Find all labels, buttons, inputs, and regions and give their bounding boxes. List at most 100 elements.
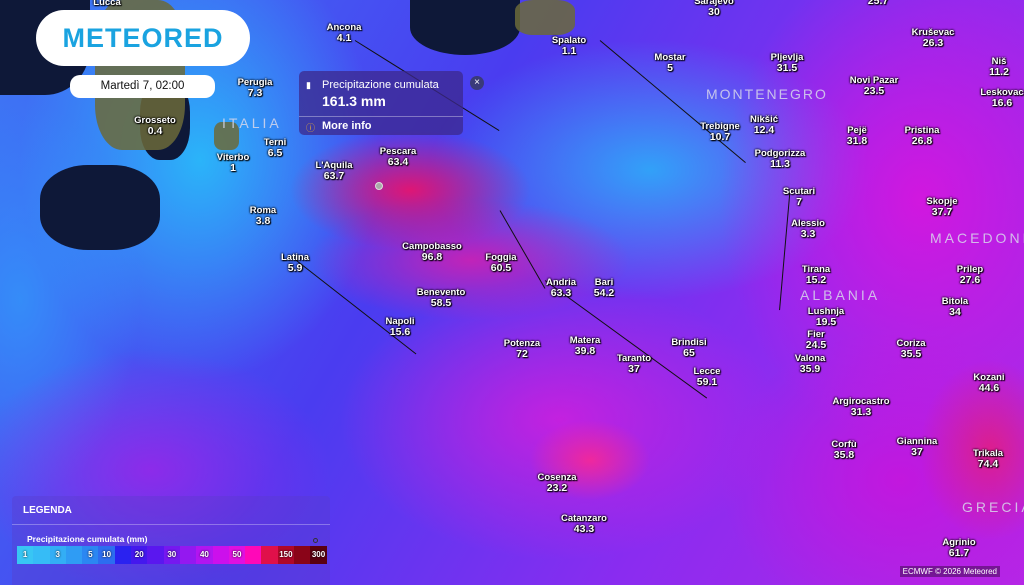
city-name: Sarajevo: [694, 0, 734, 7]
city-label[interactable]: L'Aquila 63.7: [315, 160, 352, 182]
city-value: 10.7: [709, 131, 731, 143]
city-value: 43.3: [573, 523, 595, 535]
city-value: 74.4: [977, 458, 999, 470]
city-label[interactable]: Leskovac 16.6: [980, 87, 1023, 109]
city-label[interactable]: Matera 39.8: [570, 335, 601, 357]
city-name: Brindisi: [671, 337, 707, 348]
city-label[interactable]: Coriza 35.5: [896, 338, 925, 360]
city-label[interactable]: Novi Pazar 23.5: [850, 75, 899, 97]
more-info-link[interactable]: More info: [322, 120, 372, 132]
city-value: 15.6: [389, 326, 411, 338]
legend-step: 3: [49, 546, 66, 564]
city-label[interactable]: Niš 11.2: [989, 56, 1009, 78]
legend-step: 50: [228, 546, 246, 564]
city-label[interactable]: Prilep 27.6: [957, 264, 983, 286]
city-label[interactable]: Alessio 3.3: [791, 218, 825, 240]
city-label[interactable]: Andria 63.3: [546, 277, 576, 299]
city-label[interactable]: Argirocastro 31.3: [832, 396, 889, 418]
city-label[interactable]: Grosseto 0.4: [134, 115, 176, 137]
city-label[interactable]: Pejë 31.8: [847, 125, 867, 147]
datetime-label[interactable]: Martedì 7, 02:00: [70, 75, 215, 98]
city-label[interactable]: Catanzaro 43.3: [561, 513, 607, 535]
city-name: Argirocastro: [832, 396, 890, 407]
city-label[interactable]: Bitola 34: [942, 296, 968, 318]
city-label[interactable]: 25.7: [868, 0, 888, 7]
city-label[interactable]: Spalato 1.1: [552, 35, 586, 57]
city-value: 65: [683, 347, 695, 359]
city-label[interactable]: Scutari 7: [783, 186, 815, 208]
city-value: 26.8: [911, 135, 933, 147]
no-rain-area: [410, 0, 520, 55]
city-value: 31.5: [776, 62, 798, 74]
city-name: Andria: [545, 277, 577, 288]
city-label[interactable]: Valona 35.9: [795, 353, 826, 375]
city-value: 63.3: [550, 287, 572, 299]
city-label[interactable]: Fier 24.5: [806, 329, 826, 351]
city-label[interactable]: Viterbo 1: [217, 152, 250, 174]
legend-step: [147, 546, 164, 564]
city-label[interactable]: Mostar 5: [654, 52, 685, 74]
legend-title: LEGENDA: [23, 505, 72, 516]
city-name: Fier: [807, 329, 825, 340]
city-label[interactable]: Latina 5.9: [281, 252, 309, 274]
city-label[interactable]: Lucca: [93, 0, 120, 8]
city-label[interactable]: Napoli 15.6: [385, 316, 414, 338]
city-label[interactable]: Tirana 15.2: [802, 264, 830, 286]
city-value: 23.5: [863, 85, 885, 97]
city-label[interactable]: Agrinio 61.7: [942, 537, 975, 559]
city-label[interactable]: Kruševac 26.3: [912, 27, 955, 49]
info-icon: ⓘ: [306, 123, 316, 133]
city-name: Napoli: [385, 316, 415, 327]
city-label[interactable]: Corfù 35.8: [831, 439, 856, 461]
city-label[interactable]: Lushnja 19.5: [808, 306, 844, 328]
city-label[interactable]: Trikala 74.4: [973, 448, 1003, 470]
city-label[interactable]: Campobasso 96.8: [402, 241, 462, 263]
city-value: 63.7: [323, 170, 345, 182]
city-label[interactable]: Giannina 37: [897, 436, 938, 458]
city-label[interactable]: Cosenza 23.2: [537, 472, 576, 494]
selected-point-marker[interactable]: [375, 182, 383, 190]
city-label[interactable]: Pljevlja 31.5: [771, 52, 804, 74]
legend-step: [245, 546, 262, 564]
city-name: Mostar: [654, 52, 686, 63]
city-name: Nikšić: [750, 114, 778, 125]
city-label[interactable]: Pristina 26.8: [905, 125, 940, 147]
city-name: Latina: [281, 252, 309, 263]
city-label[interactable]: Sarajevo 30: [694, 0, 734, 18]
close-icon[interactable]: ×: [470, 76, 484, 90]
city-label[interactable]: Potenza 72: [504, 338, 540, 360]
land-area: [515, 0, 575, 35]
city-label[interactable]: Trebigne 10.7: [700, 121, 740, 143]
country-label: MACEDONIA: [930, 230, 1024, 246]
city-label[interactable]: Lecce 59.1: [694, 366, 721, 388]
city-label[interactable]: Taranto 37: [617, 353, 651, 375]
city-value: 39.8: [574, 345, 596, 357]
city-value: 3.8: [255, 215, 271, 227]
city-label[interactable]: Terni 6.5: [264, 137, 287, 159]
settings-icon[interactable]: [313, 538, 318, 543]
city-label[interactable]: Nikšić 12.4: [750, 114, 778, 136]
city-label[interactable]: Foggia 60.5: [485, 252, 516, 274]
meteored-logo[interactable]: METEORED: [36, 10, 250, 66]
city-label[interactable]: Roma 3.8: [250, 205, 276, 227]
city-label[interactable]: Kozani 44.6: [973, 372, 1004, 394]
legend-step: 5: [82, 546, 99, 564]
city-label[interactable]: Skopje 37.7: [926, 196, 957, 218]
city-name: Lecce: [693, 366, 721, 377]
legend-step: 20: [131, 546, 148, 564]
city-label[interactable]: Brindisi 65: [671, 337, 706, 359]
city-label[interactable]: Perugia 7.3: [238, 77, 273, 99]
city-label[interactable]: Pescara 63.4: [380, 146, 416, 168]
city-value: 34: [949, 306, 961, 318]
city-value: 31.8: [846, 135, 868, 147]
city-label[interactable]: Bari 54.2: [594, 277, 614, 299]
city-label[interactable]: Ancona 4.1: [327, 22, 362, 44]
rain-gauge-icon: ▮: [306, 80, 311, 90]
city-label[interactable]: Podgorizza 11.3: [755, 148, 806, 170]
city-value: 44.6: [978, 382, 1000, 394]
city-value: 12.4: [753, 124, 775, 136]
city-name: Cosenza: [537, 472, 577, 483]
city-name: Trikala: [972, 448, 1004, 459]
city-label[interactable]: Benevento 58.5: [417, 287, 466, 309]
city-name: Taranto: [616, 353, 652, 364]
